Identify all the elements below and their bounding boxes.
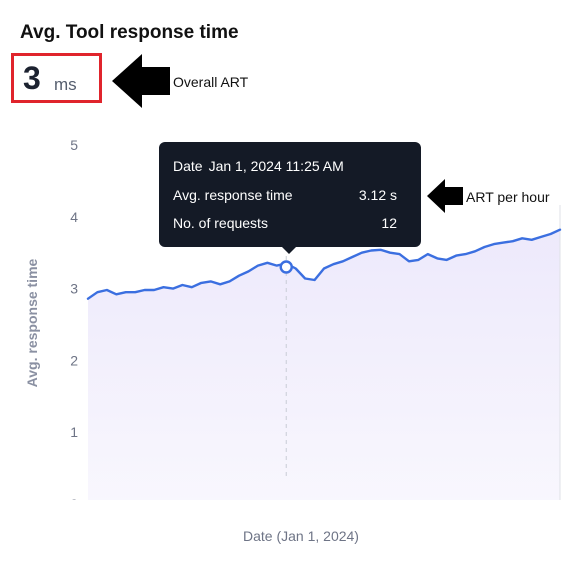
- chart-area-fill: [88, 229, 560, 500]
- overall-art-unit: ms: [54, 75, 77, 94]
- tooltip-response-label: Avg. response time: [173, 187, 293, 203]
- overall-art-card: 3 ms: [11, 53, 102, 103]
- y-tick-label: 2: [70, 352, 78, 368]
- widget-title: Avg. Tool response time: [20, 22, 239, 43]
- art-per-hour-annotation: ART per hour: [466, 189, 550, 205]
- overall-art-value: 3: [23, 60, 41, 96]
- tooltip-requests-label: No. of requests: [173, 215, 268, 231]
- series-line: [86, 228, 562, 300]
- highlighted-datapoint: [279, 260, 293, 274]
- overall-art-annotation: Overall ART: [173, 74, 249, 90]
- datapoint-tooltip: Date Jan 1, 2024 11:25 AM Avg. response …: [159, 142, 421, 254]
- y-tick-label: 0: [70, 496, 78, 500]
- tooltip-date-value: Jan 1, 2024 11:25 AM: [208, 158, 344, 174]
- art-per-hour-arrow-icon: [427, 179, 463, 213]
- y-tick-label: 1: [70, 424, 78, 440]
- response-time-chart[interactable]: 012345: [0, 120, 570, 500]
- overall-art-arrow-icon: [112, 54, 170, 108]
- y-axis-title: Avg. response time: [24, 258, 40, 388]
- y-tick-label: 5: [70, 137, 78, 153]
- tooltip-response-value: 3.12 s: [358, 187, 397, 203]
- tooltip-date-label: Date: [173, 158, 203, 174]
- y-tick-label: 3: [70, 281, 78, 297]
- y-tick-label: 4: [70, 209, 78, 225]
- tooltip-requests-value: 12: [381, 215, 397, 231]
- x-axis-title: Date (Jan 1, 2024): [243, 528, 359, 544]
